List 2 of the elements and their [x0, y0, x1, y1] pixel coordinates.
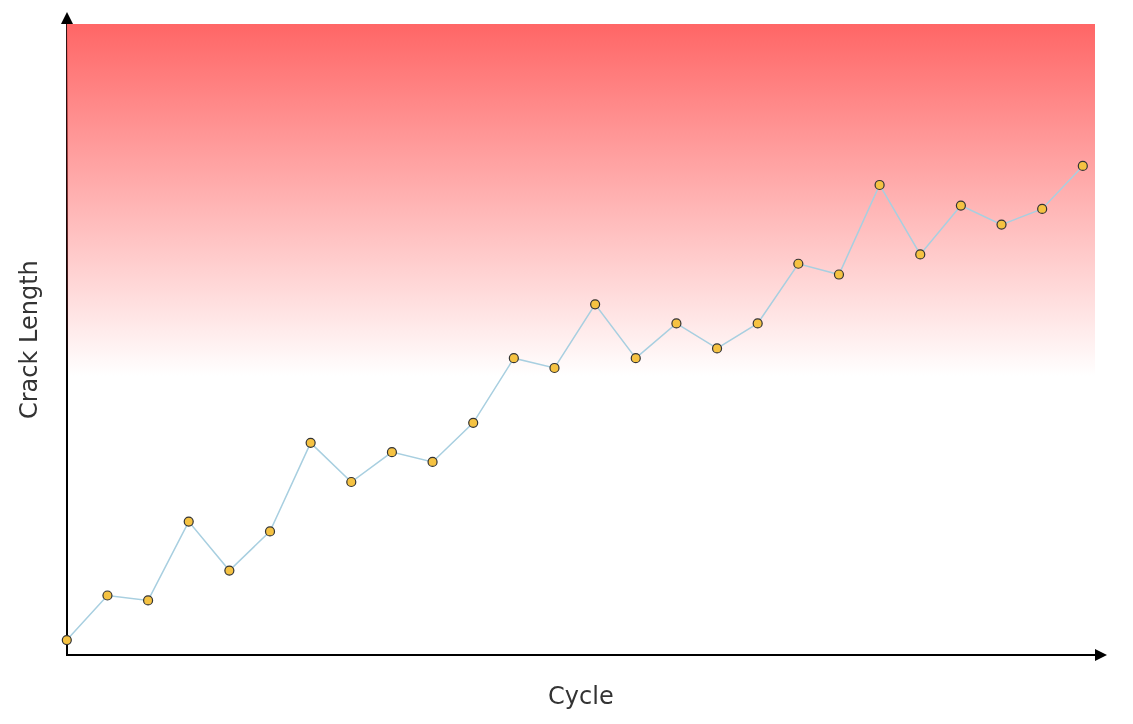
y-axis-title: Crack Length — [14, 260, 43, 420]
x-axis-title: Cycle — [548, 681, 614, 710]
